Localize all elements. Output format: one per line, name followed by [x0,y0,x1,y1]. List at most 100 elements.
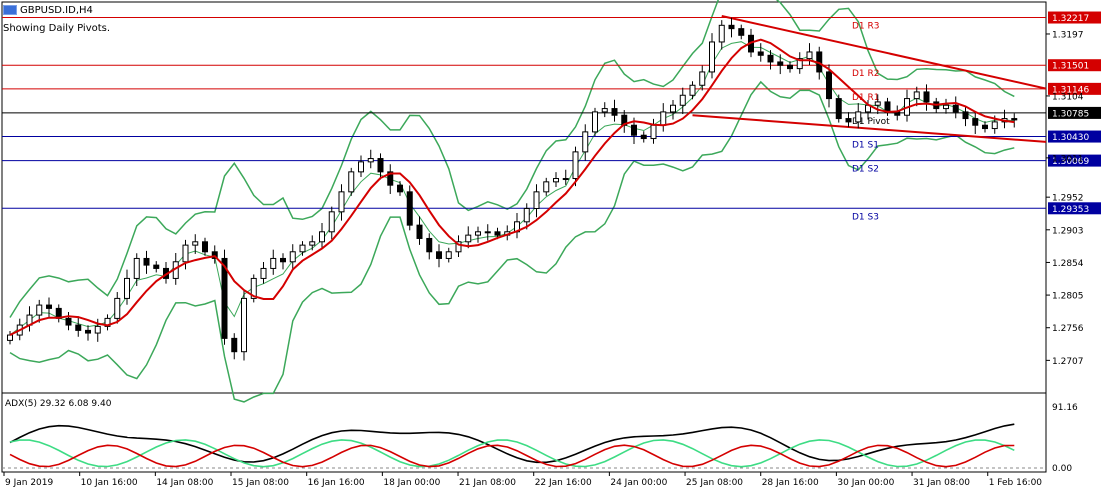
candle-body [475,231,481,236]
indicator-note: Showing Daily Pivots. [3,23,111,34]
time-tick-label: 28 Jan 16:00 [762,478,819,488]
candle-body [202,241,208,253]
candle-body [299,244,306,253]
price-tick-label: 1.2903 [1052,226,1084,236]
bollinger-middle-line [9,41,1015,336]
candle-body [182,244,189,263]
time-tick-label: 1 Feb 16:00 [989,478,1043,488]
time-tick-label: 15 Jan 08:00 [232,478,289,488]
price-tick-label: 1.2854 [1052,259,1084,269]
candle-body [952,104,959,113]
candle-body [211,251,218,259]
time-tick-label: 16 Jan 16:00 [308,478,365,488]
candle-body [553,178,559,183]
candle-body [445,251,452,259]
pivot-label: D1 S1 [852,141,879,151]
candle-body [397,184,403,193]
candle-body [280,257,286,263]
candle-body [777,61,784,66]
candle-body [543,181,550,193]
moving-average [9,38,1015,336]
candle-body [650,124,657,140]
candle-body [767,54,774,63]
candle-body [982,124,988,130]
price-tag-box [1048,202,1101,215]
candle-body [611,108,618,116]
candle-body [845,118,852,123]
price-tag-text: 1.31146 [1052,85,1089,95]
adx-plus-di-line [9,439,1015,468]
candle-body [46,304,52,309]
time-tick-label: 9 Jan 2019 [5,478,53,488]
candle-body [260,267,267,279]
candle-body [787,64,793,70]
candle-body [221,257,228,339]
candle-body [484,231,491,234]
candle-body [689,84,696,96]
adx-top-tick: 91.16 [1052,403,1078,413]
time-tick-label: 25 Jan 08:00 [686,478,743,488]
candle-body [192,241,199,246]
candle-body [289,251,296,263]
candle-body [426,237,433,253]
time-tick-label: 30 Jan 00:00 [837,478,894,488]
candle-body [387,171,394,186]
candle-body [991,121,998,130]
candle-body [75,324,82,331]
candle-body [319,231,325,243]
candle-body [835,98,842,120]
candle-body [416,224,423,239]
candle-body [494,231,501,236]
candle-body [377,158,384,173]
time-tick-label: 24 Jan 00:00 [610,478,667,488]
candle-body [855,111,862,123]
price-tag-text: 1.30069 [1052,157,1089,167]
candle-body [913,91,920,100]
symbol-icon [3,5,17,15]
price-tag-text: 1.31501 [1052,62,1089,72]
pivot-label: D1 R3 [852,22,880,32]
candle-body [523,207,530,223]
price-tag-box [1048,106,1101,119]
price-tag-box [1048,154,1101,167]
candle-body [709,41,715,73]
candle-body [124,277,130,299]
candle-body [631,124,637,136]
time-tick-label: 31 Jan 08:00 [913,478,970,488]
candle-body [309,241,316,246]
pivot-levels: D1 R3 D1 R2 D1 R1 D1 Pivot D1 S1 D1 S2 D1 S3 [2,17,1046,222]
adx-bottom-tick: 0.00 [1052,464,1072,474]
candle-body [85,329,91,334]
candle-body [143,257,150,266]
price-tag-text: 1.30785 [1052,109,1089,119]
trend-line-lower [692,114,1047,143]
candle-body [582,131,589,153]
pivot-label: D1 S2 [852,165,879,175]
candle-body [533,191,540,209]
candle-body [943,104,949,110]
candle-body [367,158,374,163]
time-tick-label: 14 Jan 08:00 [156,478,213,488]
candles [7,17,1018,361]
chart-border [1,1,1047,473]
candle-body [250,277,257,299]
candle-body [757,51,764,56]
candle-body [1011,118,1018,121]
candle-body [241,297,247,353]
trend-line-upper [721,15,1047,90]
price-tag-box [1048,59,1101,72]
candle-body [231,337,238,353]
candle-body [358,161,364,173]
price-tag-text: 1.32217 [1052,14,1089,24]
candle-body [592,111,598,133]
candle-body [923,91,930,103]
candle-body [972,118,979,126]
candle-body [133,257,140,279]
candle-body [94,325,101,334]
bollinger-lower-line [9,80,1015,403]
price-tag-box [1048,130,1101,143]
candle-body [874,101,881,106]
price-tags: 1.32217 1.31501 1.31146 1.30785 1.30430 1.300… [1048,11,1101,215]
trend-lines [692,15,1047,143]
